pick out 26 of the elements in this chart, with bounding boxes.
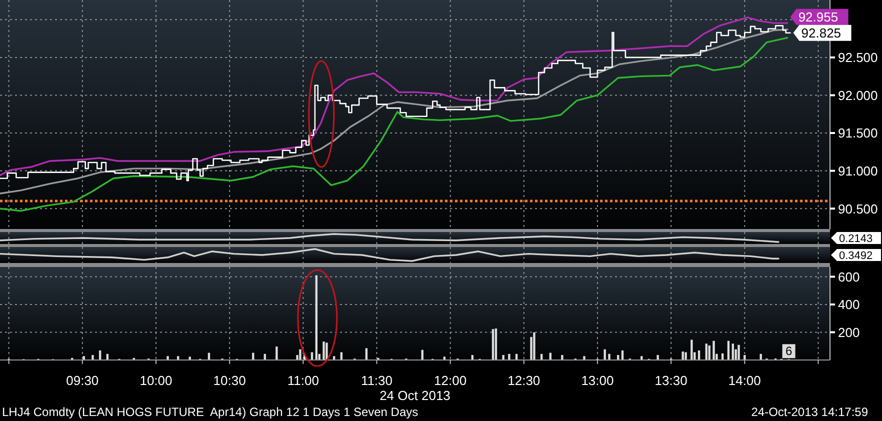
x-tick-label: 12:30 — [508, 373, 540, 388]
y-tick-label: 91.500 — [838, 126, 878, 141]
y-tick-label: 600 — [838, 269, 860, 284]
y-tick-label: 90.500 — [838, 201, 878, 216]
x-tick-label: 13:00 — [581, 373, 614, 388]
y-tick-label: 200 — [838, 324, 860, 340]
x-tick-label: 11:30 — [360, 373, 393, 388]
text: 0.2143 — [839, 232, 873, 245]
y-tick-label: 91.000 — [838, 164, 878, 179]
text: 24-Oct-2013 14:17:59 — [751, 405, 868, 419]
x-tick-label: 13:30 — [654, 373, 688, 388]
data-label: 92.955 — [798, 10, 838, 25]
x-tick-label: 10:30 — [213, 373, 246, 388]
x-tick-label: 11:00 — [287, 373, 319, 388]
x-tick-label: 09:30 — [66, 373, 99, 388]
data-label: 92.825 — [801, 26, 842, 41]
text: 0.3492 — [839, 250, 873, 262]
x-tick-label: 10:00 — [140, 373, 172, 388]
x-axis-title: 24 Oct 2013 — [380, 388, 450, 403]
x-tick-label: 12:00 — [434, 373, 467, 388]
data-label: 6 — [785, 344, 792, 358]
y-tick-label: 92.500 — [838, 50, 878, 66]
y-tick-label: 92.000 — [838, 88, 878, 103]
text: LHJ4 Comdty (LEAN HOGS FUTURE Apr14) Graph 12 1 Days 1 Seven Days — [2, 405, 418, 419]
y-tick-label: 400 — [838, 297, 860, 312]
x-tick-label: 14:00 — [728, 373, 761, 388]
